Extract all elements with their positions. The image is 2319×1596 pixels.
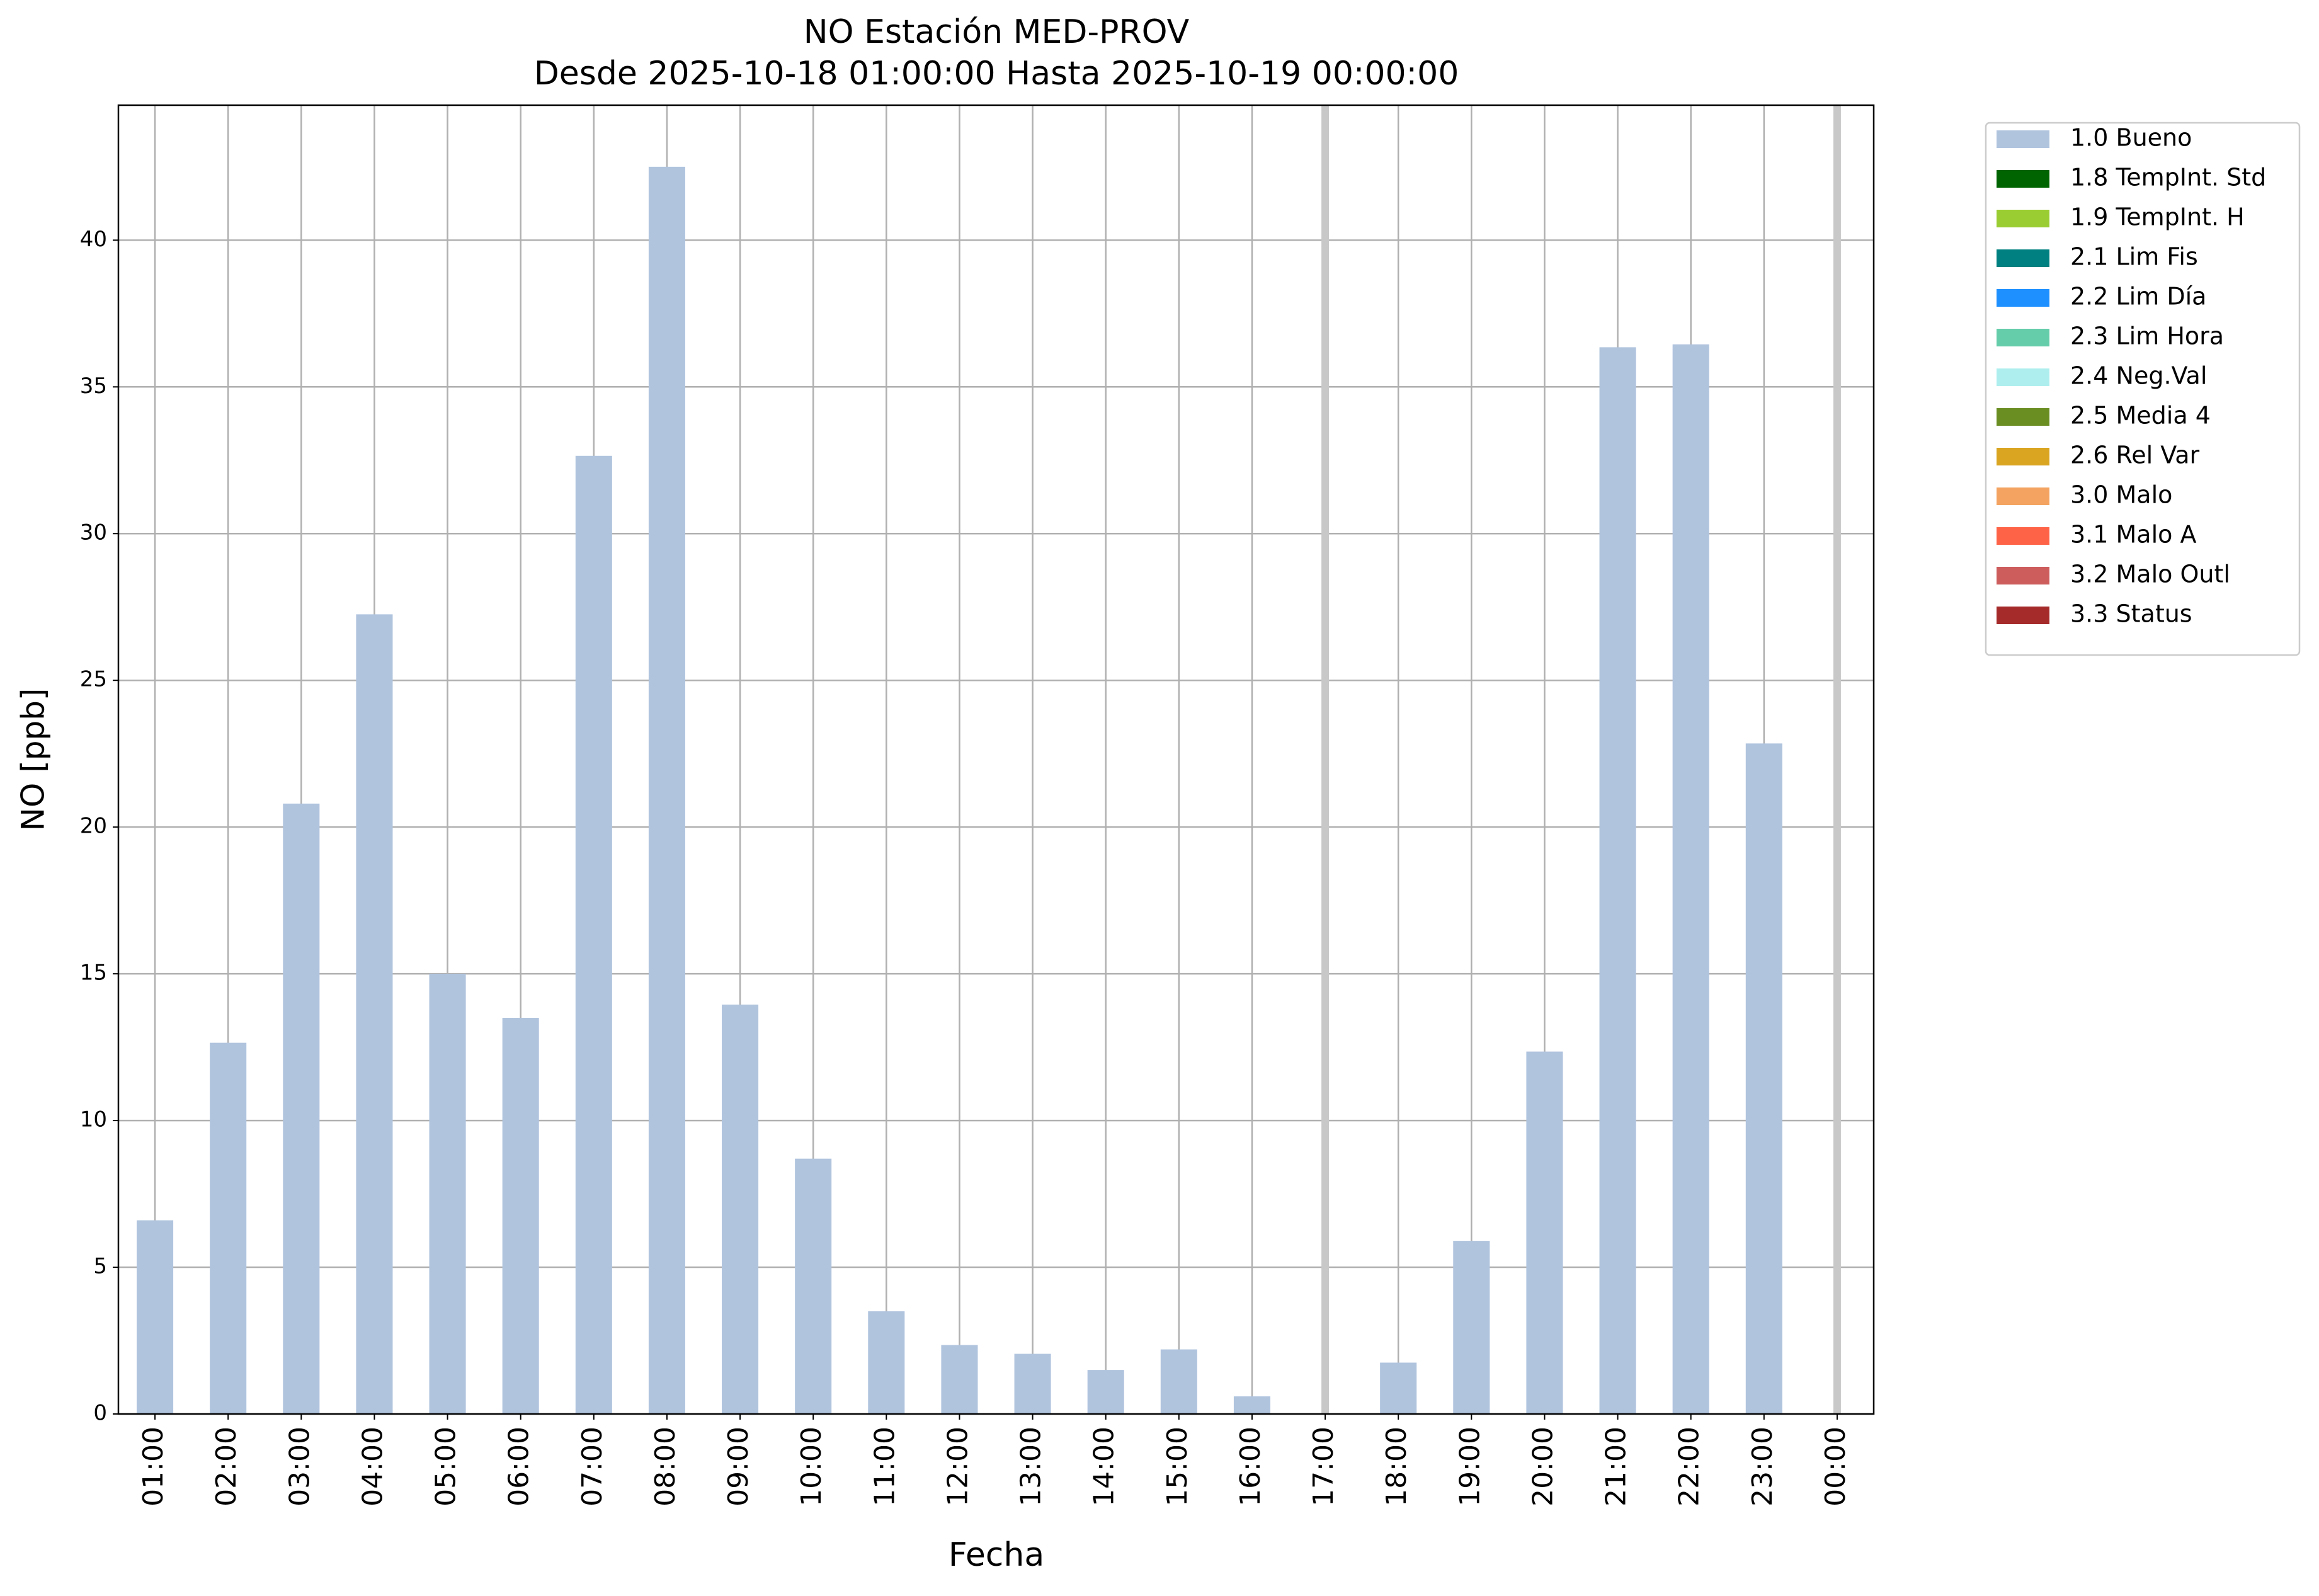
y-tick-label: 30 (80, 520, 107, 545)
y-tick-label: 25 (80, 667, 107, 692)
bar (283, 803, 320, 1414)
x-tick-label: 17:00 (1308, 1427, 1340, 1507)
legend-label: 3.0 Malo (2070, 481, 2172, 509)
legend-label: 2.5 Media 4 (2070, 402, 2211, 430)
x-tick-label: 02:00 (210, 1427, 242, 1507)
y-tick-label: 5 (93, 1254, 107, 1279)
bar (356, 614, 393, 1415)
legend-label: 1.0 Bueno (2070, 124, 2192, 152)
bar (1672, 344, 1709, 1414)
y-tick-label: 10 (80, 1107, 107, 1132)
x-tick-label: 08:00 (649, 1427, 681, 1507)
bar (648, 166, 685, 1415)
bar (722, 1005, 759, 1414)
x-tick-label: 00:00 (1820, 1427, 1852, 1507)
legend-swatch (1997, 368, 2049, 386)
x-tick-label: 15:00 (1161, 1427, 1194, 1507)
bar (1526, 1051, 1563, 1414)
bar (210, 1042, 247, 1414)
x-tick-label: 14:00 (1088, 1427, 1120, 1507)
bar (137, 1220, 174, 1414)
x-tick-label: 03:00 (283, 1427, 316, 1507)
bar (1745, 743, 1782, 1414)
legend-swatch (1997, 487, 2049, 505)
chart-subtitle: Desde 2025-10-18 01:00:00 Hasta 2025-10-… (534, 55, 1459, 93)
legend-label: 3.3 Status (2070, 600, 2192, 628)
legend-swatch (1997, 567, 2049, 584)
legend-label: 2.3 Lim Hora (2070, 322, 2224, 350)
legend-label: 2.4 Neg.Val (2070, 362, 2207, 390)
x-tick-label: 21:00 (1600, 1427, 1632, 1507)
x-tick-label: 22:00 (1673, 1427, 1706, 1507)
bar (429, 974, 466, 1414)
x-tick-label: 05:00 (430, 1427, 462, 1507)
bar (941, 1345, 978, 1414)
plot-frame (117, 104, 1875, 1415)
bar (1160, 1349, 1197, 1414)
x-tick-label: 16:00 (1234, 1427, 1267, 1507)
legend-swatch (1997, 170, 2049, 188)
legend-label: 1.8 TempInt. Std (2070, 164, 2266, 191)
x-tick-label: 09:00 (722, 1427, 755, 1507)
bar (1380, 1362, 1417, 1414)
legend-box (1985, 122, 2301, 656)
legend-label: 3.2 Malo Outl (2070, 561, 2230, 588)
x-tick-label: 07:00 (576, 1427, 608, 1507)
legend-swatch (1997, 289, 2049, 307)
y-tick-label: 0 (93, 1401, 107, 1426)
x-tick-label: 13:00 (1015, 1427, 1047, 1507)
bar (1599, 347, 1636, 1414)
legend-swatch (1997, 448, 2049, 465)
x-tick-label: 20:00 (1527, 1427, 1559, 1507)
bar (1453, 1241, 1490, 1414)
bar (1087, 1370, 1124, 1414)
x-tick-label: 11:00 (869, 1427, 901, 1507)
chart-title: NO Estación MED-PROV (804, 13, 1190, 51)
legend-label: 2.6 Rel Var (2070, 442, 2200, 469)
y-tick-label: 35 (80, 373, 107, 399)
legend-swatch (1997, 607, 2049, 624)
bar (575, 455, 612, 1414)
legend-label: 3.1 Malo A (2070, 521, 2196, 549)
y-axis-label: NO [ppb] (15, 688, 52, 831)
x-tick-label: 04:00 (356, 1427, 389, 1507)
x-tick-label: 01:00 (137, 1427, 169, 1507)
x-tick-label: 23:00 (1746, 1427, 1779, 1507)
legend-label: 2.1 Lim Fis (2070, 243, 2198, 271)
bar (868, 1311, 905, 1414)
y-tick-label: 20 (80, 814, 107, 839)
y-tick-label: 40 (80, 227, 107, 252)
legend-swatch (1997, 130, 2049, 148)
legend-swatch (1997, 527, 2049, 545)
legend-swatch (1997, 329, 2049, 346)
legend-label: 2.2 Lim Día (2070, 283, 2206, 311)
bar (1014, 1354, 1051, 1414)
x-tick-label: 06:00 (503, 1427, 535, 1507)
x-tick-label: 19:00 (1454, 1427, 1486, 1507)
x-axis-label: Fecha (949, 1536, 1044, 1574)
legend-swatch (1997, 249, 2049, 267)
legend-swatch (1997, 408, 2049, 426)
x-tick-label: 18:00 (1381, 1427, 1413, 1507)
x-tick-label: 12:00 (942, 1427, 974, 1507)
legend-swatch (1997, 210, 2049, 227)
y-tick-label: 15 (80, 960, 107, 986)
x-tick-label: 10:00 (795, 1427, 828, 1507)
bar (1233, 1396, 1270, 1414)
bar (795, 1158, 832, 1414)
legend-label: 1.9 TempInt. H (2070, 203, 2245, 231)
bar (502, 1018, 539, 1414)
